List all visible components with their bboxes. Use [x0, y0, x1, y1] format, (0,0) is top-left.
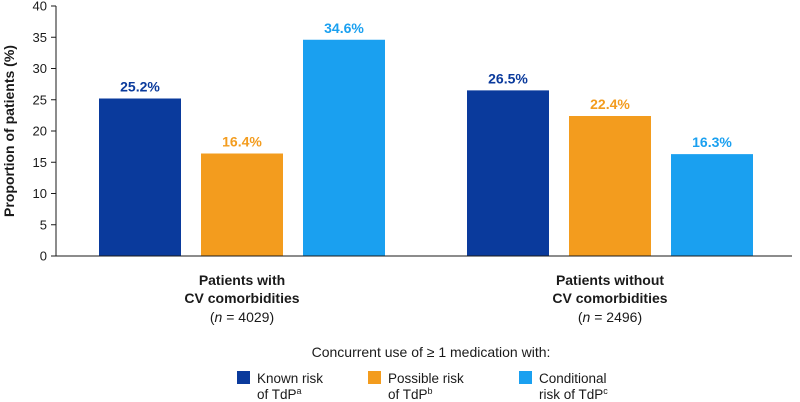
y-tick-label: 35: [33, 30, 47, 45]
bar: [303, 39, 385, 256]
legend-swatch: [368, 371, 381, 384]
legend-label-text: risk of TdP: [539, 387, 603, 402]
category-label-line2: CV comorbidities: [552, 290, 667, 306]
legend-label-text: of TdP: [388, 387, 428, 402]
legend-label-line1: Possible risk: [388, 371, 464, 386]
n-open-paren: (: [210, 309, 215, 325]
y-tick-label: 20: [33, 124, 47, 139]
bar: [671, 154, 753, 256]
data-label: 25.2%: [120, 79, 160, 95]
bar: [201, 153, 283, 256]
legend-superscript: a: [297, 386, 302, 396]
legend-label-text: of TdP: [257, 387, 297, 402]
legend-label-line1: Conditional: [539, 371, 607, 386]
legend-swatch: [237, 371, 250, 384]
n-open-paren: (: [578, 309, 583, 325]
category-label-line2: CV comorbidities: [184, 290, 299, 306]
y-axis-title: Proportion of patients (%): [1, 45, 17, 217]
legend-label-line2: risk of TdPc: [539, 386, 608, 402]
n-italic: n: [583, 309, 591, 325]
legend-swatch: [519, 371, 532, 384]
y-axis: 0 5 10 15 20 25 30 35 40: [33, 0, 57, 264]
legend-superscript: b: [428, 386, 433, 396]
y-tick-label: 0: [40, 249, 47, 264]
data-label: 34.6%: [324, 20, 364, 36]
y-tick-label: 15: [33, 155, 47, 170]
legend-label-line1: Known risk: [257, 371, 323, 386]
bar: [569, 116, 651, 256]
category-n-label: (n = 2496): [578, 309, 642, 325]
data-label: 22.4%: [590, 96, 630, 112]
data-label-group: 25.2% 16.4% 34.6% 26.5% 22.4% 16.3%: [120, 20, 732, 150]
bar: [99, 98, 181, 256]
category-n-label: (n = 4029): [210, 309, 274, 325]
data-label: 16.4%: [222, 134, 262, 150]
legend-label-line2: of TdPb: [388, 386, 433, 402]
n-value: = 2496): [590, 309, 642, 325]
y-tick-label: 10: [33, 186, 47, 201]
legend-title: Concurrent use of ≥ 1 medication with:: [312, 344, 551, 360]
y-tick-label: 5: [40, 217, 47, 232]
data-label: 26.5%: [488, 70, 528, 86]
n-value: = 4029): [222, 309, 274, 325]
bar: [467, 90, 549, 256]
y-tick-label: 30: [33, 61, 47, 76]
legend-superscript: c: [603, 386, 608, 396]
data-label: 16.3%: [692, 134, 732, 150]
y-tick-label: 25: [33, 92, 47, 107]
bar-series-group: [99, 39, 753, 256]
y-tick-label: 40: [33, 0, 47, 14]
legend-label-line2: of TdPa: [257, 386, 302, 402]
category-label-line1: Patients with: [199, 272, 285, 288]
n-italic: n: [215, 309, 223, 325]
category-label-line1: Patients without: [556, 272, 664, 288]
